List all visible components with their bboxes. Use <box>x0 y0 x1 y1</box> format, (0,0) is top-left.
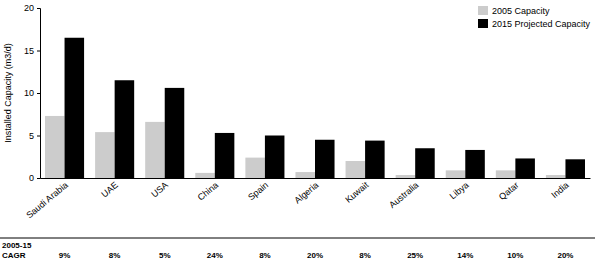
y-tick-label: 10 <box>24 88 34 98</box>
bar <box>546 175 566 178</box>
table-row-title: 2005-15 <box>2 241 32 250</box>
x-tick: UAE <box>99 180 120 200</box>
table-rule <box>0 238 595 239</box>
legend-entry: 2005 Capacity <box>478 6 550 16</box>
cagr-value: 25% <box>407 251 423 260</box>
bar <box>215 133 235 178</box>
bar <box>315 140 335 178</box>
y-tick-mark <box>37 8 40 9</box>
y-axis: 0 5 10 15 20 <box>24 3 41 183</box>
x-tick: Saudi Arabia <box>24 180 70 220</box>
bar <box>265 136 285 179</box>
bar <box>465 150 485 178</box>
bar <box>115 80 135 178</box>
cagr-value: 20% <box>307 251 323 260</box>
x-tick-label: China <box>196 180 220 203</box>
x-tick-label: India <box>549 180 570 200</box>
cagr-value: 20% <box>557 251 573 260</box>
y-tick-label: 5 <box>29 131 34 141</box>
bar <box>346 161 366 178</box>
bar <box>396 175 416 178</box>
x-tick-label: Australia <box>387 180 420 210</box>
y-tick: 10 <box>24 88 40 98</box>
cagr-value: 8% <box>359 251 371 260</box>
cagr-value: 8% <box>259 251 271 260</box>
y-tick-label: 20 <box>24 3 34 13</box>
x-tick-label: UAE <box>99 180 120 200</box>
bar <box>496 170 516 178</box>
x-axis-line <box>41 178 591 179</box>
y-tick-mark <box>37 51 40 52</box>
cagr-value: 24% <box>207 251 223 260</box>
bar <box>165 88 185 178</box>
x-tick: Libya <box>448 180 471 201</box>
legend-swatch <box>478 6 488 15</box>
y-tick: 15 <box>24 46 40 56</box>
x-tick-label: Spain <box>246 180 270 202</box>
x-tick-label: Qatar <box>497 180 521 202</box>
bars <box>45 38 585 178</box>
legend-label: 2005 Capacity <box>492 6 550 16</box>
cagr-value: 10% <box>507 251 523 260</box>
bar <box>515 158 535 178</box>
x-tick: Kuwait <box>343 180 371 205</box>
series-bars <box>65 38 585 178</box>
table-row-title: CAGR <box>2 251 26 260</box>
bar <box>365 141 385 178</box>
y-tick-label: 15 <box>24 46 34 56</box>
y-tick: 5 <box>29 131 40 141</box>
cagr-value: 14% <box>457 251 473 260</box>
bar <box>65 38 85 178</box>
bar <box>295 172 315 178</box>
x-tick: China <box>196 180 220 203</box>
y-tick: 20 <box>24 3 40 13</box>
y-axis-line <box>37 9 41 179</box>
x-tick: India <box>549 180 570 200</box>
bar <box>565 159 585 178</box>
y-tick-mark <box>37 136 40 137</box>
x-tick: Australia <box>387 180 420 210</box>
y-axis-title: Installed Capacity (m3/d) <box>3 43 13 143</box>
legend-entry: 2015 Projected Capacity <box>478 19 591 29</box>
y-tick-mark <box>37 178 40 179</box>
bar <box>145 122 165 178</box>
y-tick-label: 0 <box>29 173 34 183</box>
bar <box>195 173 215 178</box>
bar <box>45 116 65 178</box>
x-tick-label: Libya <box>448 180 471 201</box>
x-tick: Algeria <box>292 180 320 206</box>
x-tick: USA <box>149 180 170 200</box>
bar <box>245 158 265 178</box>
y-tick-mark <box>37 93 40 94</box>
bar <box>446 170 466 178</box>
cagr-value: 9% <box>59 251 71 260</box>
x-tick-label: Saudi Arabia <box>24 180 70 220</box>
y-tick: 0 <box>29 173 40 183</box>
x-tick: Spain <box>246 180 270 202</box>
bar <box>415 148 435 178</box>
chart: 0 5 10 15 20 Saudi Arabia UAE USA China Spain Alge… <box>0 0 595 266</box>
x-axis: Saudi Arabia UAE USA China Spain Algeria Kuwai… <box>24 179 590 221</box>
x-tick-label: USA <box>149 180 170 200</box>
cagr-value: 5% <box>159 251 171 260</box>
legend-label: 2015 Projected Capacity <box>492 19 591 29</box>
x-tick-label: Algeria <box>292 180 320 206</box>
x-tick-label: Kuwait <box>343 180 371 205</box>
cagr-value: 8% <box>109 251 121 260</box>
bar <box>95 132 115 178</box>
legend: 2005 Capacity 2015 Projected Capacity <box>478 6 591 29</box>
legend-swatch <box>478 19 488 28</box>
x-tick: Qatar <box>497 180 521 202</box>
